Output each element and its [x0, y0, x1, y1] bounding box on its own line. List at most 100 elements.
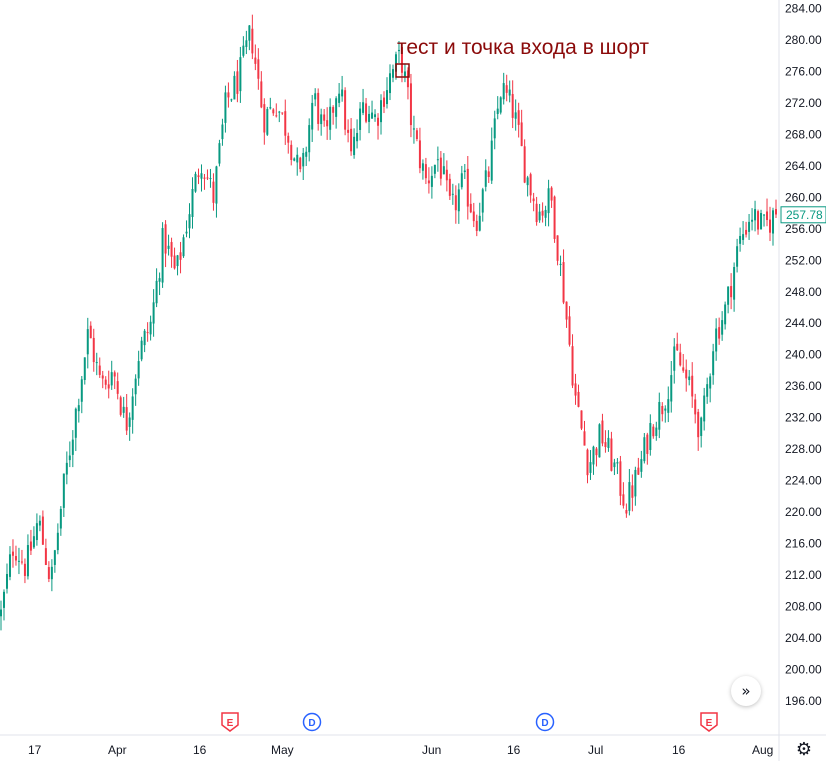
- candle-body: [472, 211, 475, 222]
- last-price-badge: 257.78: [780, 206, 826, 224]
- candle-body: [146, 332, 149, 334]
- dividend-marker[interactable]: D: [535, 712, 555, 732]
- candle-body: [311, 102, 314, 130]
- candle-body: [185, 231, 188, 234]
- candle-body: [98, 365, 101, 375]
- dividend-marker-label: D: [308, 718, 315, 729]
- y-tick-label: 244.00: [785, 316, 822, 330]
- candle-body: [418, 140, 421, 169]
- candle-body: [50, 566, 53, 580]
- candle-body: [457, 189, 460, 212]
- y-tick-label: 200.00: [785, 663, 822, 677]
- y-tick-label: 240.00: [785, 348, 822, 362]
- candle-body: [445, 169, 448, 181]
- candle-body: [601, 420, 604, 444]
- candle-body: [682, 367, 685, 371]
- candle-body: [191, 189, 194, 218]
- candle-body: [754, 209, 757, 221]
- candle-body: [415, 130, 418, 140]
- candle-body: [664, 408, 667, 411]
- candle-body: [38, 520, 41, 526]
- candle-body: [293, 158, 296, 161]
- candle-body: [538, 211, 541, 221]
- x-tick-label: Jun: [422, 743, 441, 757]
- candle-body: [233, 75, 236, 100]
- candle-body: [158, 278, 161, 282]
- candle-body: [137, 361, 140, 379]
- candle-body: [688, 376, 691, 381]
- candle-body: [730, 286, 733, 298]
- candle-body: [559, 263, 562, 265]
- candle-body: [338, 93, 341, 103]
- candle-body: [305, 151, 308, 157]
- x-tick-label: Apr: [108, 743, 127, 757]
- candle-body: [152, 302, 155, 324]
- candle-body: [451, 193, 454, 195]
- candle-body: [394, 54, 397, 72]
- candle-body: [290, 144, 293, 160]
- candle-body: [116, 381, 119, 394]
- candle-body: [412, 128, 415, 130]
- y-tick-label: 220.00: [785, 505, 822, 519]
- annotation-text: тест и точка входа в шорт: [397, 36, 649, 59]
- candle-body: [646, 434, 649, 454]
- candle-body: [706, 384, 709, 397]
- earnings-marker[interactable]: E: [221, 712, 239, 732]
- candle-body: [463, 170, 466, 172]
- candle-body: [332, 107, 335, 113]
- candle-body: [640, 459, 643, 472]
- annotation-box[interactable]: [395, 63, 410, 78]
- candle-body: [517, 110, 520, 125]
- candle-body: [622, 494, 625, 506]
- candle-body: [460, 173, 463, 188]
- candle-body: [0, 609, 2, 617]
- y-tick-label: 252.00: [785, 253, 822, 267]
- x-tick-label: Jul: [588, 743, 603, 757]
- dividend-marker[interactable]: D: [302, 712, 322, 732]
- candle-body: [323, 114, 326, 121]
- y-tick-label: 208.00: [785, 600, 822, 614]
- scroll-to-realtime-button[interactable]: »: [731, 676, 761, 706]
- gear-icon[interactable]: ⚙: [795, 738, 813, 760]
- candle-body: [41, 516, 44, 545]
- candle-body: [535, 203, 538, 223]
- candle-body: [637, 467, 640, 475]
- candle-body: [176, 255, 179, 267]
- candle-body: [221, 124, 224, 140]
- candle-body: [317, 92, 320, 124]
- candle-body: [14, 556, 17, 561]
- candle-body: [631, 485, 634, 498]
- candle-body: [487, 171, 490, 177]
- candle-body: [439, 157, 442, 179]
- candle-body: [475, 220, 478, 231]
- candle-body: [628, 482, 631, 511]
- candle-body: [685, 369, 688, 379]
- candle-body: [269, 107, 272, 109]
- candle-body: [104, 379, 107, 385]
- candle-body: [604, 442, 607, 448]
- candle-body: [161, 228, 164, 283]
- candle-body: [739, 235, 742, 244]
- candle-body: [448, 178, 451, 196]
- candle-body: [188, 214, 191, 229]
- candle-body: [748, 221, 751, 232]
- candle-body: [610, 438, 613, 471]
- candle-body: [436, 159, 439, 161]
- candle-body: [17, 560, 20, 562]
- candle-body: [182, 237, 185, 257]
- candle-body: [409, 83, 412, 126]
- time-axis: 17 Apr 16 May Jun 16 Jul 16 Aug: [28, 743, 773, 757]
- candle-body: [742, 234, 745, 240]
- candle-body: [32, 536, 35, 548]
- candle-body: [643, 437, 646, 462]
- candle-body: [553, 196, 556, 239]
- candle-body: [613, 462, 616, 468]
- candle-body: [362, 102, 365, 113]
- candle-body: [703, 395, 706, 422]
- candle-body: [272, 109, 275, 114]
- candle-body: [490, 140, 493, 181]
- earnings-marker[interactable]: E: [700, 712, 718, 732]
- candle-body: [179, 252, 182, 260]
- y-tick-label: 232.00: [785, 411, 822, 425]
